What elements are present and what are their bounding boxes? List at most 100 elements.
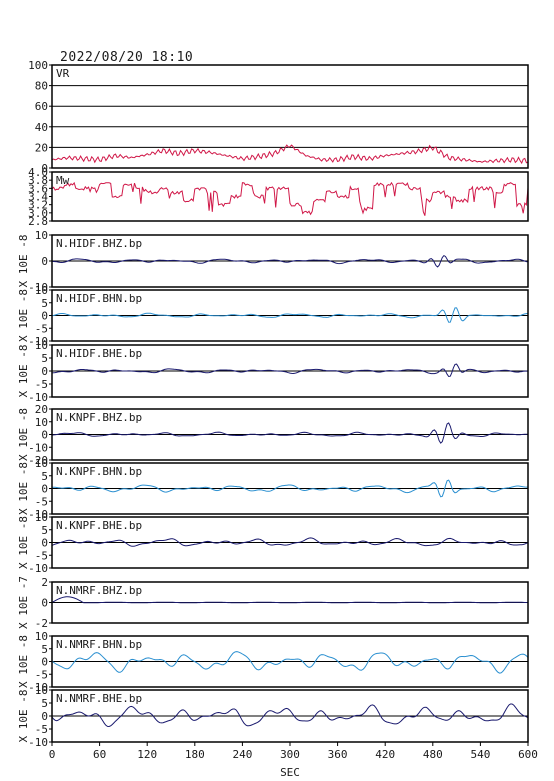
series-line-9 <box>51 651 529 674</box>
y-tick-label: 60 <box>35 100 48 113</box>
y-tick-label: 20 <box>35 403 48 416</box>
y-tick-label: 10 <box>35 284 48 297</box>
panel-label-6: N.KNPF.BHN.bp <box>56 465 142 478</box>
y-tick-label: -5 <box>35 495 48 508</box>
y-tick-label: -20 <box>28 454 48 467</box>
series-line-3 <box>51 307 529 323</box>
y-tick-label: 5 <box>41 297 48 310</box>
y-tick-label: 3.6 <box>28 182 48 195</box>
y-tick-label: -10 <box>28 736 48 749</box>
series-line-7 <box>51 537 529 547</box>
y-tick-label: 80 <box>35 80 48 93</box>
y-tick-label: 10 <box>35 630 48 643</box>
y-tick-label: -10 <box>28 335 48 348</box>
y-tick-label: 0 <box>41 310 48 323</box>
panel-label-3: N.HIDF.BHN.bp <box>56 292 142 305</box>
y-tick-label: -10 <box>28 281 48 294</box>
panel-label-5: N.KNPF.BHZ.bp <box>56 411 142 424</box>
y-tick-label: 5 <box>41 697 48 710</box>
y-tick-label: 0 <box>41 710 48 723</box>
x-tick-label: 120 <box>137 748 157 761</box>
series-line-6 <box>51 479 529 498</box>
y-tick-label: -5 <box>35 378 48 391</box>
panel-label-1: Mw <box>56 174 70 187</box>
y-tick-label: 3.4 <box>28 191 48 204</box>
y-tick-label: 20 <box>35 141 48 154</box>
y-tick-label: 0 <box>41 483 48 496</box>
y-tick-label: -10 <box>28 508 48 521</box>
panel-frame-0 <box>51 64 529 169</box>
panel-frame-1 <box>51 171 529 222</box>
panel-label-10: N.NMRF.BHE.bp <box>56 692 142 705</box>
y-tick-label: 3.2 <box>28 199 48 212</box>
series-line-0 <box>51 144 529 165</box>
series-line-1 <box>51 181 529 216</box>
x-tick-label: 600 <box>518 748 538 761</box>
panel-label-2: N.HIDF.BHZ.bp <box>56 237 142 250</box>
y-unit-label: X 10E -8 <box>17 235 30 288</box>
series-line-4 <box>51 363 529 378</box>
y-unit-label: X 10E -8 <box>17 408 30 461</box>
y-tick-label: -5 <box>35 723 48 736</box>
y-tick-label: 10 <box>35 229 48 242</box>
y-unit-label: X 10E -7 <box>17 576 30 629</box>
x-tick-label: 360 <box>328 748 348 761</box>
y-tick-label: 4.0 <box>28 166 48 179</box>
x-tick-label: 240 <box>232 748 252 761</box>
y-tick-label: 100 <box>28 59 48 72</box>
x-tick-label: 480 <box>423 748 443 761</box>
y-tick-label: 3.8 <box>28 174 48 187</box>
x-axis-label: SEC <box>280 766 300 779</box>
y-unit-label: X 10E -8 <box>17 690 30 743</box>
y-tick-label: 5 <box>41 352 48 365</box>
y-unit-label: X 10E -8 <box>17 635 30 688</box>
y-tick-label: 0 <box>41 255 48 268</box>
y-tick-label: 2.8 <box>28 215 48 228</box>
y-unit-label: X 10E -8 <box>17 462 30 515</box>
panel-label-4: N.HIDF.BHE.bp <box>56 347 142 360</box>
y-tick-label: -10 <box>28 441 48 454</box>
y-tick-label: 0 <box>41 656 48 669</box>
y-unit-label: X 10E -8 <box>17 345 30 398</box>
x-tick-label: 300 <box>280 748 300 761</box>
x-tick-label: 180 <box>185 748 205 761</box>
y-tick-label: -10 <box>28 681 48 694</box>
series-line-10 <box>51 703 529 728</box>
y-tick-label: 0 <box>41 162 48 175</box>
y-tick-label: 10 <box>35 457 48 470</box>
y-tick-label: 0 <box>41 429 48 442</box>
series-line-2 <box>52 254 529 268</box>
y-tick-label: 10 <box>35 416 48 429</box>
x-tick-label: 60 <box>93 748 106 761</box>
y-tick-label: 5 <box>41 524 48 537</box>
y-tick-label: -10 <box>28 391 48 404</box>
y-tick-label: 5 <box>41 470 48 483</box>
timestamp-header: 2022/08/20 18:10 <box>60 50 194 65</box>
y-tick-label: 10 <box>35 684 48 697</box>
y-tick-label: 5 <box>41 643 48 656</box>
y-tick-label: 3.0 <box>28 207 48 220</box>
y-tick-label: 2 <box>41 576 48 589</box>
y-unit-label: X 10E -8 <box>17 289 30 342</box>
series-line-8 <box>51 596 529 604</box>
y-tick-label: 0 <box>41 537 48 550</box>
y-tick-label: -5 <box>35 668 48 681</box>
y-tick-label: -2 <box>35 617 48 630</box>
y-tick-label: -5 <box>35 549 48 562</box>
panel-label-0: VR <box>56 67 70 80</box>
y-tick-label: -5 <box>35 322 48 335</box>
panel-label-8: N.NMRF.BHZ.bp <box>56 584 142 597</box>
y-tick-label: 40 <box>35 121 48 134</box>
y-unit-label: X 10E -8 <box>17 516 30 569</box>
y-tick-label: 0 <box>41 365 48 378</box>
y-tick-label: 10 <box>35 339 48 352</box>
x-tick-label: 420 <box>375 748 395 761</box>
y-tick-label: -10 <box>28 562 48 575</box>
panel-label-9: N.NMRF.BHN.bp <box>56 638 142 651</box>
series-line-5 <box>51 422 528 444</box>
y-tick-label: 0 <box>41 597 48 610</box>
x-tick-label: 540 <box>470 748 490 761</box>
x-tick-label: 0 <box>49 748 56 761</box>
panel-label-7: N.KNPF.BHE.bp <box>56 519 142 532</box>
